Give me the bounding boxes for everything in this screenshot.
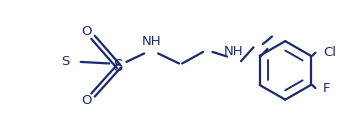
Text: Cl: Cl [323,46,336,59]
Text: F: F [323,82,330,95]
Text: S: S [61,55,69,68]
Text: O: O [82,94,92,107]
Text: NH: NH [142,35,162,48]
Text: O: O [82,25,92,38]
Text: NH: NH [224,45,243,58]
Text: S: S [114,59,123,74]
